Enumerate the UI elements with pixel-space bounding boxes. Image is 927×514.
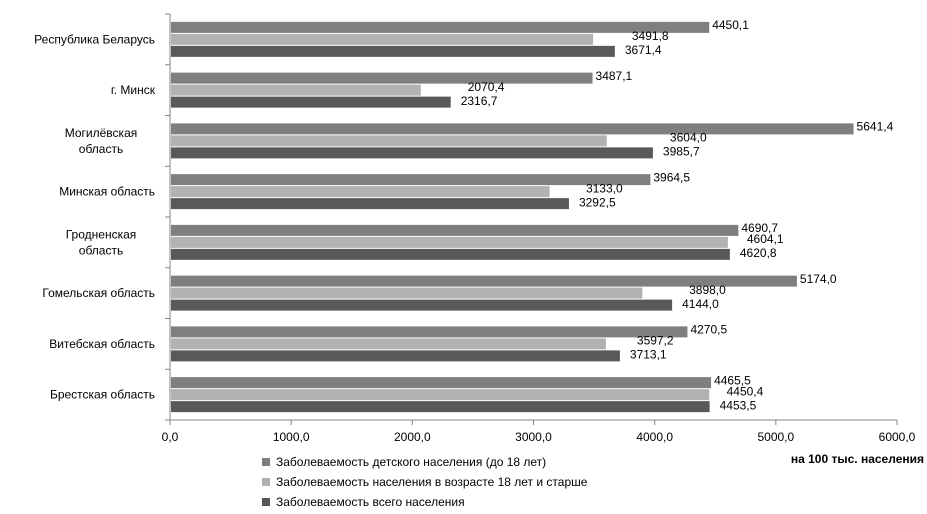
- legend-item-adults: Заболеваемость населения в возрасте 18 л…: [262, 472, 587, 492]
- x-tick-label: 4000,0: [636, 430, 673, 444]
- x-tick-label: 3000,0: [515, 430, 552, 444]
- bar: [171, 401, 710, 413]
- bar-value-label: 3487,1: [596, 69, 633, 83]
- bar-value-label: 3964,5: [653, 170, 690, 184]
- bar: [171, 275, 797, 287]
- bar: [171, 236, 728, 248]
- bar-value-label: 4450,4: [727, 384, 764, 398]
- bar: [171, 326, 688, 338]
- x-tick-label: 1000,0: [273, 430, 310, 444]
- bar-value-label: 4453,5: [720, 398, 757, 412]
- bar: [171, 224, 739, 236]
- bar-value-label: 3604,0: [670, 131, 707, 145]
- bar-value-label: 4620,8: [740, 246, 777, 260]
- bar-value-label: 4270,5: [690, 323, 727, 337]
- bar: [171, 96, 451, 108]
- bar: [171, 123, 854, 135]
- bar: [171, 33, 594, 45]
- bar: [171, 377, 712, 389]
- bar: [171, 21, 710, 33]
- category-label: Брестская область: [50, 388, 155, 402]
- bar-value-label: 5174,0: [800, 272, 837, 286]
- bar: [171, 248, 730, 260]
- x-tick-label: 5000,0: [757, 430, 794, 444]
- bar: [171, 72, 593, 84]
- bar-value-label: 3597,2: [637, 334, 674, 348]
- legend-swatch-children: [262, 458, 270, 466]
- bar: [171, 135, 607, 147]
- bar-value-label: 4450,1: [712, 18, 749, 32]
- x-axis-units-label: на 100 тыс. населения: [790, 452, 924, 466]
- legend-swatch-adults: [262, 478, 270, 486]
- bar: [171, 186, 550, 198]
- bar-value-label: 4604,1: [747, 232, 784, 246]
- x-tick-label: 0,0: [162, 430, 179, 444]
- bar: [171, 84, 421, 96]
- legend-label-children: Заболеваемость детского населения (до 18…: [276, 455, 547, 469]
- category-label: Могилёвская область: [65, 126, 138, 156]
- bar-value-label: 2070,4: [468, 80, 505, 94]
- chart-legend: Заболеваемость детского населения (до 18…: [262, 452, 587, 512]
- bar-value-label: 4690,7: [741, 221, 778, 235]
- category-label: Гродненская область: [66, 227, 137, 257]
- bar-value-label: 3292,5: [579, 195, 616, 209]
- bar-value-label: 3985,7: [663, 145, 700, 159]
- bar: [171, 338, 606, 350]
- x-tick-label: 2000,0: [394, 430, 431, 444]
- x-tick-label: 6000,0: [879, 430, 916, 444]
- bar-value-label: 4465,5: [714, 373, 751, 387]
- bar: [171, 389, 710, 401]
- bar: [171, 350, 620, 362]
- bar-value-label: 3713,1: [630, 348, 667, 362]
- bar: [171, 198, 569, 210]
- bar-value-label: 3898,0: [689, 283, 726, 297]
- bar-value-label: 4144,0: [682, 297, 719, 311]
- legend-swatch-total: [262, 498, 270, 506]
- legend-item-total: Заболеваемость всего населения: [262, 492, 587, 512]
- bar-value-label: 5641,4: [857, 120, 894, 134]
- category-label: г. Минск: [111, 83, 156, 97]
- bar: [171, 299, 673, 311]
- bar-value-label: 3133,0: [586, 181, 623, 195]
- legend-item-children: Заболеваемость детского населения (до 18…: [262, 452, 587, 472]
- bar: [171, 287, 643, 299]
- legend-label-adults: Заболеваемость населения в возрасте 18 л…: [276, 475, 588, 489]
- category-label: Гомельская область: [42, 286, 155, 300]
- bar: [171, 174, 651, 186]
- bar-value-label: 3671,4: [625, 43, 662, 57]
- bar: [171, 45, 615, 57]
- category-label: Республика Беларусь: [34, 32, 155, 46]
- bar: [171, 147, 653, 159]
- legend-label-total: Заболеваемость всего населения: [276, 495, 465, 509]
- category-label: Минская область: [59, 185, 155, 199]
- bar-value-label: 2316,7: [461, 94, 498, 108]
- category-label: Витебская область: [49, 337, 155, 351]
- bar-value-label: 3491,8: [632, 29, 669, 43]
